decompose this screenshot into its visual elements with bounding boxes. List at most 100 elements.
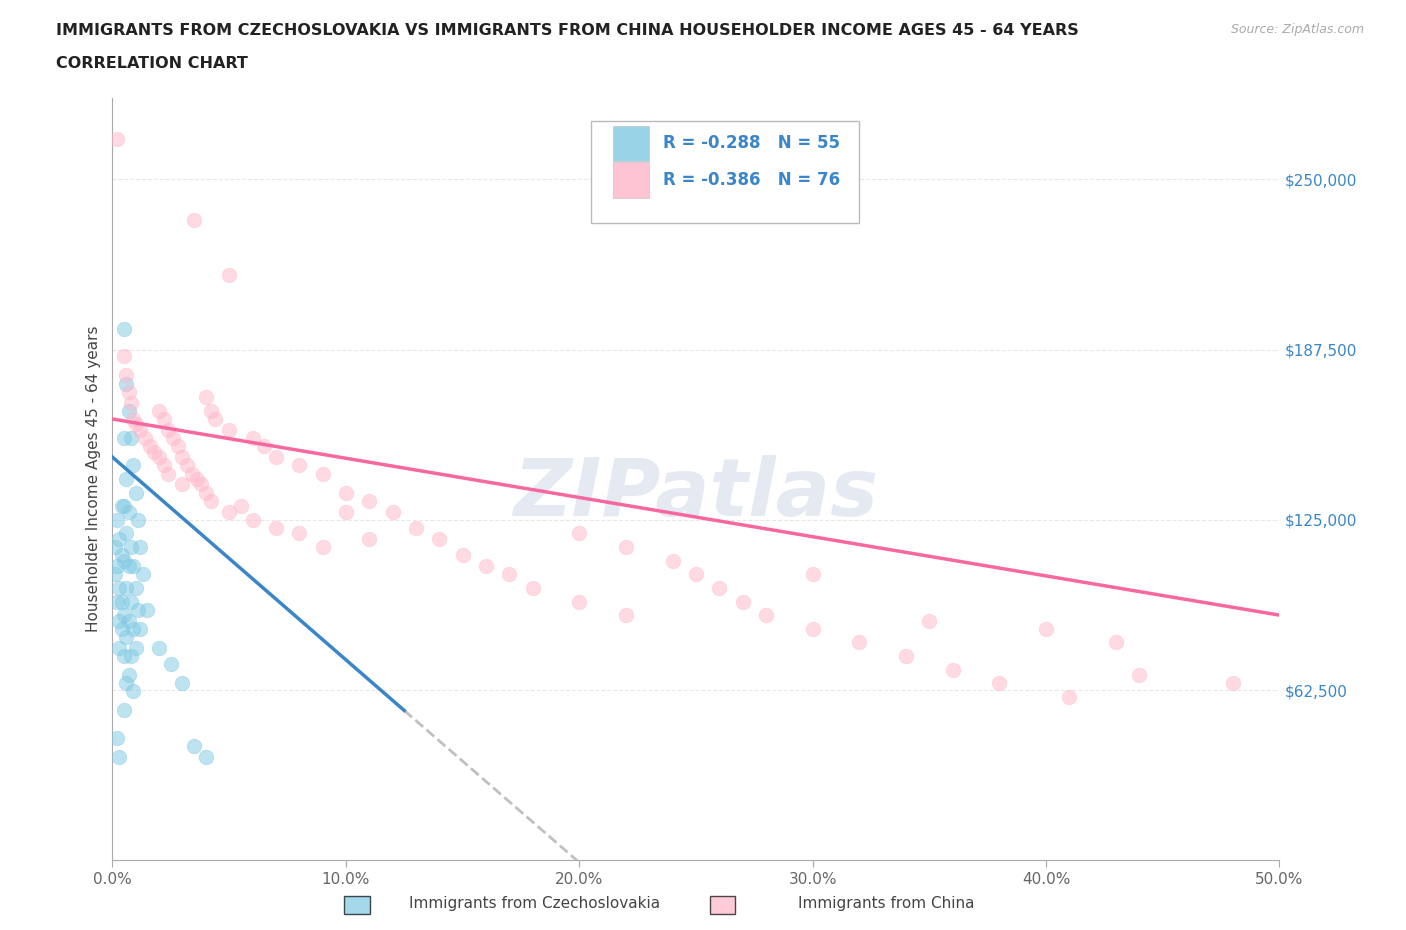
Point xyxy=(451,548,474,563)
Point xyxy=(125,417,148,432)
Point xyxy=(157,422,180,437)
Point xyxy=(709,580,731,595)
Point xyxy=(1059,689,1081,704)
Point xyxy=(755,607,778,622)
Point xyxy=(122,559,145,574)
Point xyxy=(218,504,240,519)
Point xyxy=(112,648,135,663)
Point xyxy=(129,621,152,636)
Point xyxy=(614,539,637,554)
Point xyxy=(172,450,194,465)
Point xyxy=(104,567,127,582)
Point xyxy=(194,485,217,500)
Point xyxy=(108,580,131,595)
Point xyxy=(127,512,149,527)
Point xyxy=(359,493,381,508)
Text: IMMIGRANTS FROM CZECHOSLOVAKIA VS IMMIGRANTS FROM CHINA HOUSEHOLDER INCOME AGES : IMMIGRANTS FROM CZECHOSLOVAKIA VS IMMIGR… xyxy=(56,23,1078,38)
Point xyxy=(194,750,217,764)
Point xyxy=(115,526,138,541)
Point xyxy=(661,553,683,568)
Point xyxy=(685,567,707,582)
Point xyxy=(288,458,311,472)
Point xyxy=(112,703,135,718)
Point xyxy=(183,738,205,753)
Point xyxy=(111,548,134,563)
Point xyxy=(118,404,141,418)
FancyBboxPatch shape xyxy=(613,163,650,197)
Point xyxy=(522,580,544,595)
Point xyxy=(405,521,427,536)
Point xyxy=(125,641,148,656)
Point xyxy=(122,684,145,698)
Point xyxy=(335,504,357,519)
Point xyxy=(122,458,145,472)
Point xyxy=(120,431,142,445)
Point xyxy=(183,213,205,228)
Point xyxy=(115,580,138,595)
Point xyxy=(311,466,333,481)
Point xyxy=(918,613,941,628)
Point xyxy=(153,458,176,472)
Text: R = -0.386   N = 76: R = -0.386 N = 76 xyxy=(664,171,841,189)
Point xyxy=(105,131,128,146)
Point xyxy=(125,485,148,500)
Point xyxy=(1222,676,1244,691)
Point xyxy=(115,377,138,392)
Point xyxy=(359,531,381,546)
Point xyxy=(1105,635,1128,650)
Point xyxy=(229,498,252,513)
Point xyxy=(172,676,194,691)
Point xyxy=(614,607,637,622)
Point xyxy=(115,676,138,691)
Point xyxy=(129,539,152,554)
Text: CORRELATION CHART: CORRELATION CHART xyxy=(56,56,247,71)
Point xyxy=(108,641,131,656)
Point xyxy=(112,431,135,445)
Point xyxy=(139,439,162,454)
Point xyxy=(111,498,134,513)
Point xyxy=(264,521,287,536)
Text: Immigrants from Czechoslovakia: Immigrants from Czechoslovakia xyxy=(409,897,659,911)
Point xyxy=(112,607,135,622)
Point xyxy=(120,594,142,609)
Point xyxy=(801,567,824,582)
Point xyxy=(288,526,311,541)
Point xyxy=(112,349,135,364)
Point xyxy=(125,580,148,595)
Point xyxy=(568,594,591,609)
FancyBboxPatch shape xyxy=(591,121,859,223)
Point xyxy=(988,676,1011,691)
Text: R = -0.288   N = 55: R = -0.288 N = 55 xyxy=(664,135,841,153)
Point xyxy=(253,439,276,454)
Point xyxy=(475,559,498,574)
Point xyxy=(105,512,128,527)
Point xyxy=(129,422,152,437)
Point xyxy=(1035,621,1057,636)
Point xyxy=(894,648,917,663)
Point xyxy=(148,641,170,656)
Point xyxy=(122,621,145,636)
Point xyxy=(218,267,240,282)
Point xyxy=(568,526,591,541)
Point xyxy=(200,493,222,508)
Point xyxy=(848,635,870,650)
Point xyxy=(166,439,188,454)
Point xyxy=(122,412,145,427)
Point xyxy=(105,594,128,609)
Point xyxy=(115,472,138,486)
Point xyxy=(172,477,194,492)
Point xyxy=(427,531,450,546)
Point xyxy=(186,472,208,486)
Point xyxy=(118,668,141,683)
Point xyxy=(242,512,264,527)
Point xyxy=(120,539,142,554)
Point xyxy=(204,412,226,427)
Point xyxy=(118,504,141,519)
Point xyxy=(118,384,141,399)
Text: ZIPatlas: ZIPatlas xyxy=(513,455,879,533)
Point xyxy=(143,445,166,459)
Point xyxy=(108,531,131,546)
Point xyxy=(194,390,217,405)
FancyBboxPatch shape xyxy=(613,126,650,161)
Point xyxy=(108,750,131,764)
